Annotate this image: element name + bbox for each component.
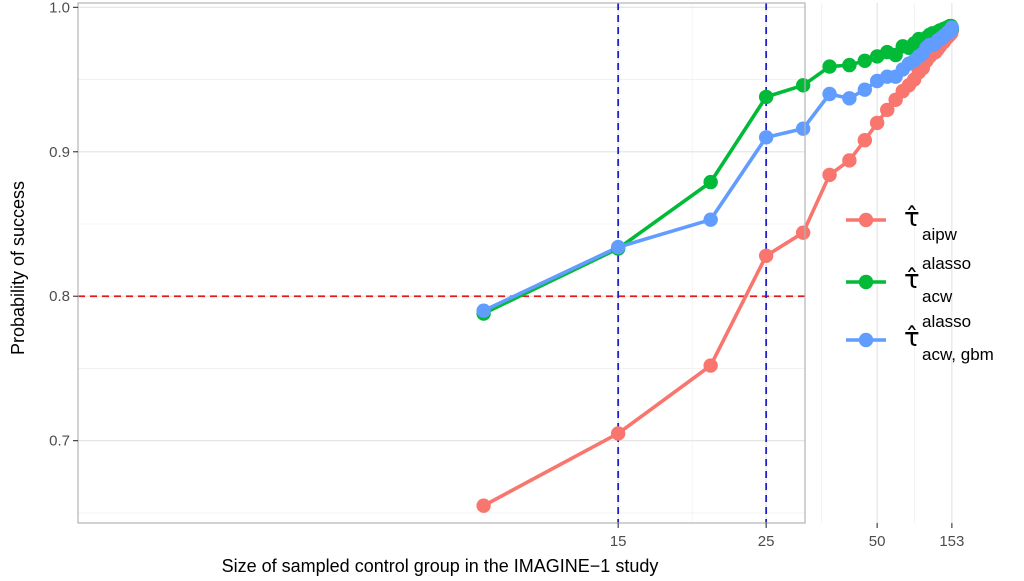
series-2-point bbox=[842, 91, 857, 106]
x-tick-label: 15 bbox=[610, 533, 627, 550]
y-tick-label: 0.7 bbox=[49, 433, 70, 450]
series-2-point bbox=[822, 86, 837, 102]
series-0-point bbox=[869, 115, 885, 131]
grid-minor bbox=[78, 3, 915, 523]
series-0-point bbox=[610, 426, 626, 441]
series-1-point bbox=[822, 59, 837, 74]
x-tick-label: 25 bbox=[758, 533, 775, 550]
legend-subscript: acw, gbm bbox=[922, 345, 994, 364]
series-0-point bbox=[476, 498, 491, 513]
x-axis-ticks: 15 25 50 153 bbox=[610, 523, 964, 550]
series-0-point bbox=[880, 102, 895, 118]
y-tick-label: 1.0 bbox=[49, 0, 70, 16]
series-1-point bbox=[842, 57, 857, 73]
series-0-point bbox=[857, 133, 873, 148]
series-2-point bbox=[944, 20, 960, 35]
panel-border bbox=[77, 2, 806, 524]
legend-superscript: alasso bbox=[922, 254, 971, 273]
series-2-point bbox=[476, 303, 491, 318]
y-tick-label: 0.8 bbox=[49, 288, 70, 305]
series-1-point bbox=[795, 78, 811, 93]
series-2-point bbox=[857, 82, 873, 97]
legend-symbol: τ̂ bbox=[904, 323, 920, 353]
x-axis-title: Size of sampled control group in the IMA… bbox=[222, 556, 659, 576]
series-2-point bbox=[703, 212, 718, 227]
legend-symbol: τ̂ bbox=[904, 203, 920, 233]
series-0-point bbox=[842, 153, 857, 168]
series-0-point bbox=[822, 167, 837, 183]
series-2-point bbox=[758, 130, 774, 145]
series-1-point bbox=[703, 174, 718, 190]
series-1-point bbox=[758, 89, 774, 105]
y-axis-title: Probability of success bbox=[8, 181, 28, 355]
series-0-point bbox=[758, 248, 774, 263]
x-tick-label: 153 bbox=[939, 533, 964, 550]
legend-key-point bbox=[858, 332, 874, 348]
series-0-point bbox=[703, 358, 718, 373]
series-2-point bbox=[610, 239, 626, 255]
legend-symbol: τ̂ bbox=[904, 265, 920, 295]
x-tick-label: 50 bbox=[869, 533, 886, 550]
series-0-point bbox=[795, 225, 811, 240]
series-2-point bbox=[795, 121, 811, 136]
series-layer bbox=[476, 18, 960, 513]
y-tick-label: 0.9 bbox=[49, 144, 70, 161]
legend-superscript: alasso bbox=[922, 312, 971, 331]
legend-key-point bbox=[858, 274, 874, 290]
series-1-point bbox=[857, 53, 873, 68]
legend-key-point bbox=[858, 212, 874, 228]
legend-subscript: acw bbox=[922, 287, 953, 306]
y-axis-ticks: 0.7 0.8 0.9 1.0 bbox=[49, 0, 78, 450]
legend-subscript: aipw bbox=[922, 225, 958, 244]
